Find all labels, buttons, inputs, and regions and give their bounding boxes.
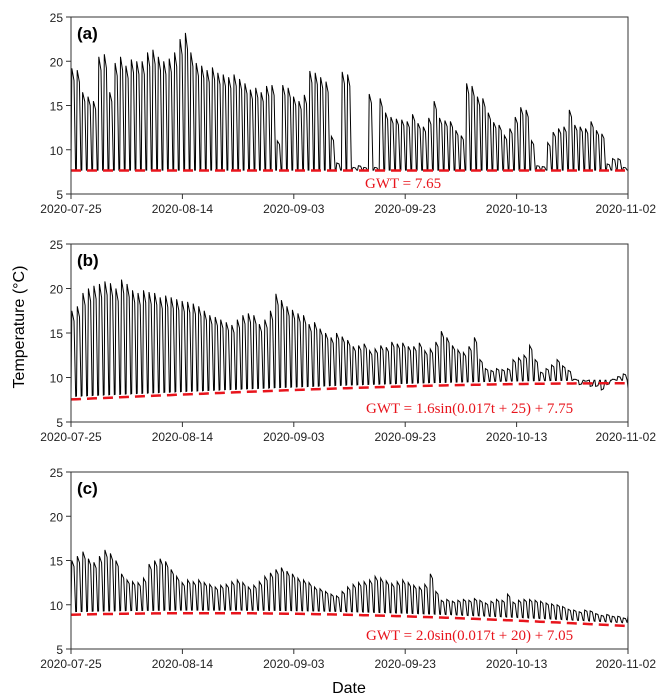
x-tick-label: 2020-09-03 xyxy=(263,657,325,671)
x-tick-label: 2020-10-13 xyxy=(486,202,548,216)
panel-c: 5 10 15 20 25 2020-07-25 2020-08-14 2020-09-03 2… xyxy=(40,466,656,671)
y-tick-label: 10 xyxy=(50,372,64,386)
plot-frame xyxy=(70,243,629,423)
y-tick-label: 20 xyxy=(50,55,64,69)
panel-a: 5 10 15 20 25 2020-07-25 2020-08-14 2020-09-03 2… xyxy=(40,11,656,216)
panel-b: 5 10 15 20 25 2020-07-25 2020-08-14 2020-09-03 2… xyxy=(40,238,656,444)
y-tick-label: 10 xyxy=(50,144,64,158)
x-tick-label: 2020-09-03 xyxy=(263,202,325,216)
y-axis-label: Temperature (°C) xyxy=(11,266,28,389)
x-tick-label: 2020-10-13 xyxy=(486,430,548,444)
x-tick-label: 2020-09-23 xyxy=(375,202,437,216)
y-tick-label: 15 xyxy=(50,555,64,569)
x-tick-label: 2020-07-25 xyxy=(40,657,102,671)
gwt-line xyxy=(70,611,629,628)
x-tick-label: 2020-08-14 xyxy=(152,657,214,671)
gwt-annotation: GWT = 7.65 xyxy=(365,176,441,192)
plot-frame xyxy=(70,471,629,650)
x-tick-label: 2020-07-25 xyxy=(40,430,102,444)
y-tick-label: 5 xyxy=(56,188,63,202)
y-tick-label: 5 xyxy=(56,416,63,430)
y-tick-label: 15 xyxy=(50,327,64,341)
panel-label: (b) xyxy=(77,251,99,270)
y-tick-label: 20 xyxy=(50,283,64,297)
y-tick-label: 10 xyxy=(50,599,64,613)
x-tick-label: 2020-11-02 xyxy=(596,657,656,671)
temperature-series-line xyxy=(70,32,628,171)
gwt-annotation: GWT = 1.6sin(0.017t + 25) + 7.75 xyxy=(366,401,573,417)
panel-label: (c) xyxy=(77,479,98,498)
y-tick-label: 25 xyxy=(50,238,64,252)
x-tick-label: 2020-11-02 xyxy=(596,202,656,216)
x-tick-label: 2020-08-14 xyxy=(152,202,214,216)
x-tick-label: 2020-11-02 xyxy=(596,430,656,444)
x-axis-label: Date xyxy=(332,680,366,697)
temperature-series-line xyxy=(70,279,629,397)
x-tick-label: 2020-08-14 xyxy=(152,430,214,444)
y-tick-label: 5 xyxy=(56,643,63,657)
temperature-series-line xyxy=(70,549,629,624)
x-tick-label: 2020-09-03 xyxy=(263,430,325,444)
plot-frame xyxy=(70,16,629,195)
panel-label: (a) xyxy=(77,24,98,43)
y-tick-label: 25 xyxy=(50,466,64,480)
x-tick-label: 2020-07-25 xyxy=(40,202,102,216)
x-tick-label: 2020-10-13 xyxy=(486,657,548,671)
y-tick-label: 20 xyxy=(50,510,64,524)
x-tick-label: 2020-09-23 xyxy=(375,657,437,671)
x-tick-label: 2020-09-23 xyxy=(375,430,437,444)
gwt-line xyxy=(70,382,628,401)
y-tick-label: 15 xyxy=(50,100,64,114)
y-tick-label: 25 xyxy=(50,11,64,25)
gwt-annotation: GWT = 2.0sin(0.017t + 20) + 7.05 xyxy=(366,628,573,644)
